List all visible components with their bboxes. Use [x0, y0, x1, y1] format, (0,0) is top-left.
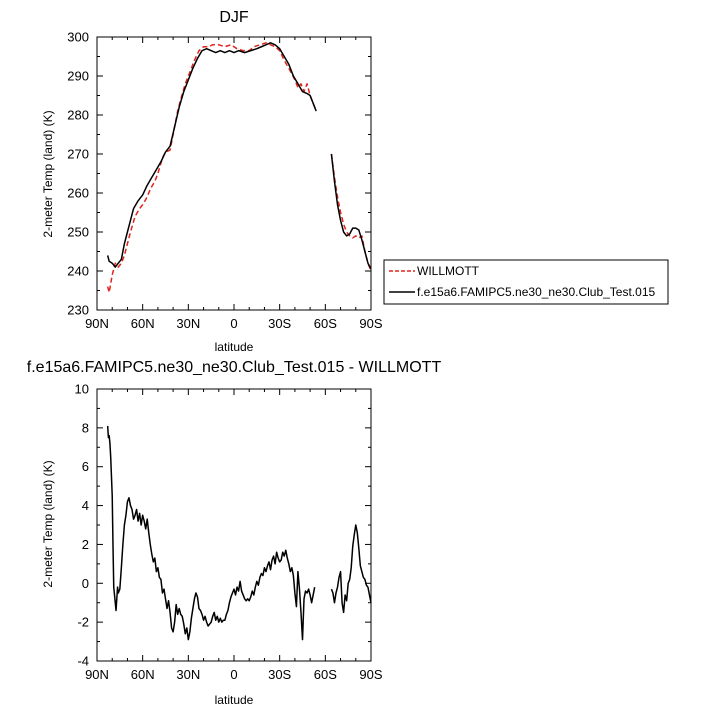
legend-box	[383, 259, 669, 305]
top-x-tick-label: 60S	[314, 316, 337, 331]
bottom-y-tick-label: 0	[82, 576, 89, 591]
bottom-y-tick-label: -2	[77, 615, 89, 630]
bottom-x-tick-label: 90S	[359, 667, 382, 682]
legend: WILLMOTT f.e15a6.FAMIPC5.ne30_ne30.Club_…	[383, 259, 669, 305]
bottom-chart-title: f.e15a6.FAMIPC5.ne30_ne30.Club_Test.015 …	[27, 359, 442, 376]
bottom-chart-panel: f.e15a6.FAMIPC5.ne30_ne30.Club_Test.015 …	[27, 359, 442, 707]
top-y-tick-label: 260	[67, 186, 89, 201]
top-y-tick-label: 290	[67, 69, 89, 84]
top-chart-series	[106, 42, 372, 294]
top-y-tick-label: 230	[67, 303, 89, 318]
bottom-x-tick-label: 60S	[314, 667, 337, 682]
bottom-chart-series	[106, 425, 372, 641]
bottom-chart-y-axis-label: 2-meter Temp (land) (K)	[41, 460, 55, 587]
legend-label-willmott: WILLMOTT	[417, 264, 480, 278]
bottom-y-tick-label: 4	[82, 498, 89, 513]
top-chart-ticks: 90N 60N 30N 0 30S 60S 90S 230 240 250 260 270 280 290…	[67, 30, 383, 332]
bottom-series-line-difference-seg1	[330, 524, 372, 614]
top-y-tick-label: 300	[67, 30, 89, 45]
bottom-x-tick-label: 0	[230, 667, 237, 682]
top-chart-y-axis-label: 2-meter Temp (land) (K)	[41, 110, 55, 237]
top-series-line-model-seg0	[106, 42, 317, 268]
bottom-chart-x-axis-label: latitude	[215, 693, 254, 707]
top-series-line-model-seg1	[330, 153, 372, 270]
bottom-x-tick-label: 30N	[176, 667, 200, 682]
bottom-y-tick-label: 2	[82, 537, 89, 552]
bottom-x-tick-label: 60N	[131, 667, 155, 682]
bottom-y-tick-label: -4	[77, 654, 89, 669]
top-y-tick-label: 270	[67, 147, 89, 162]
bottom-y-tick-label: 6	[82, 459, 89, 474]
top-y-tick-label: 240	[67, 264, 89, 279]
top-x-tick-label: 90N	[85, 316, 109, 331]
bottom-x-tick-label: 90N	[85, 667, 109, 682]
top-chart-plot-frame	[96, 36, 372, 311]
bottom-y-tick-label: 8	[82, 420, 89, 435]
top-x-tick-label: 30S	[268, 316, 291, 331]
top-x-tick-label: 90S	[359, 316, 382, 331]
top-chart-panel: DJF latitude 2-meter Temp (land) (K) 90N…	[41, 9, 383, 354]
top-y-tick-label: 280	[67, 108, 89, 123]
legend-label-model: f.e15a6.FAMIPC5.ne30_ne30.Club_Test.015	[417, 285, 655, 299]
bottom-y-tick-label: 10	[75, 382, 89, 397]
bottom-series-line-difference-seg0	[106, 425, 316, 641]
top-x-tick-label: 0	[230, 316, 237, 331]
bottom-x-tick-label: 30S	[268, 667, 291, 682]
top-y-tick-label: 250	[67, 225, 89, 240]
top-x-tick-label: 30N	[176, 316, 200, 331]
top-x-tick-label: 60N	[131, 316, 155, 331]
bottom-chart-plot-frame	[96, 388, 372, 662]
top-chart-x-axis-label: latitude	[215, 340, 254, 354]
top-series-line-willmott-seg0	[106, 42, 317, 294]
top-chart-title: DJF	[219, 9, 249, 26]
bottom-chart-ticks: 90N 60N 30N 0 30S 60S 90S -4 -2 0 2 4 6 8 10	[75, 382, 383, 683]
